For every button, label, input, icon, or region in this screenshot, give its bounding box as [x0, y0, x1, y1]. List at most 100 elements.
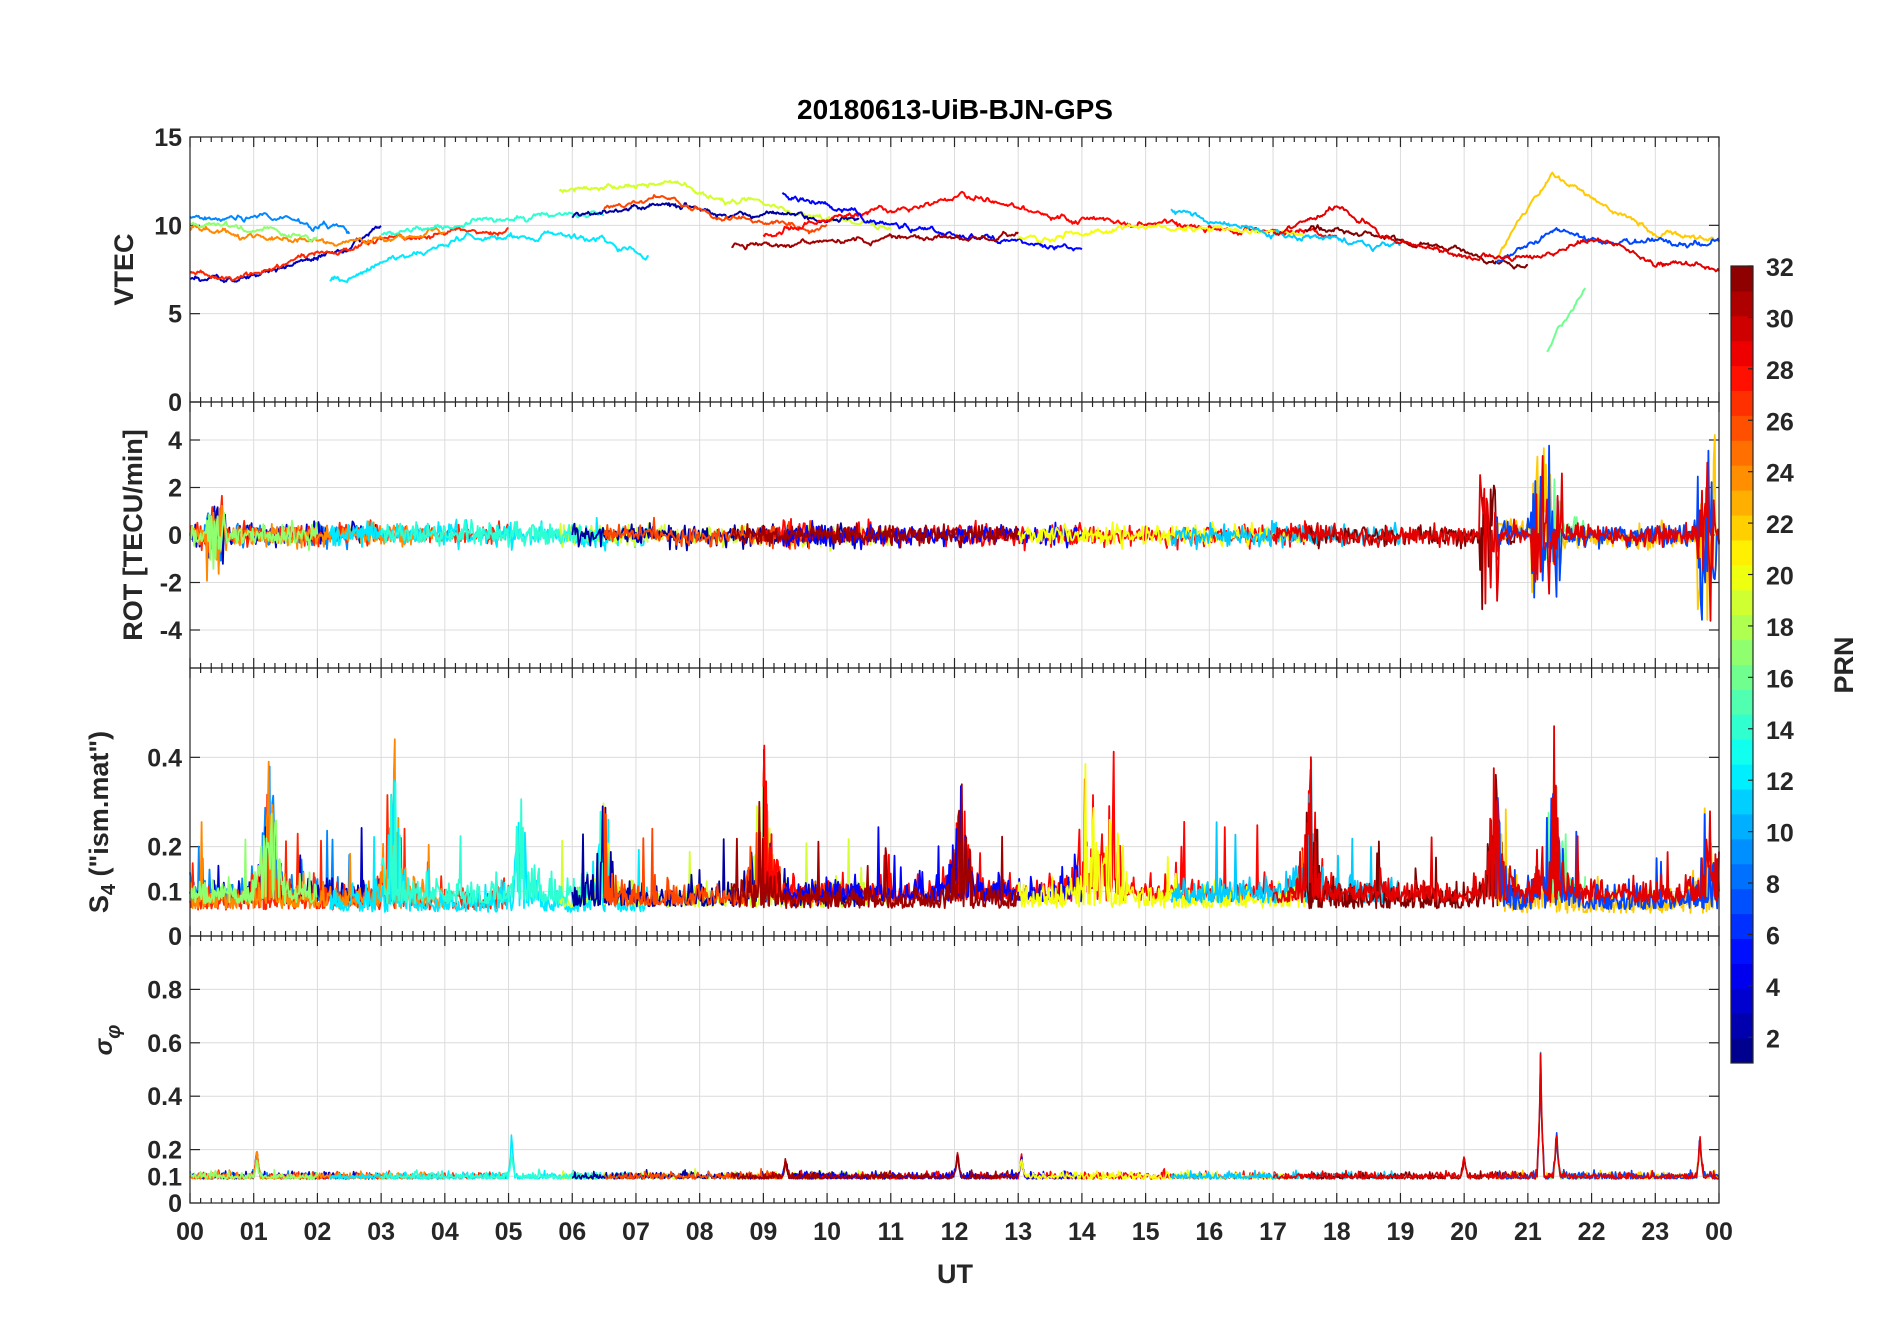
x-tick-label: 00	[176, 1218, 204, 1246]
x-tick-label: 09	[749, 1218, 777, 1246]
series-line-prn-27	[189, 226, 509, 282]
y-tick-label: 4	[168, 427, 182, 455]
series-line-prn-9	[189, 212, 351, 235]
s4-label-part: ("ism.mat")	[84, 731, 114, 884]
colorbar-band	[1731, 739, 1753, 765]
series-line-prn-22	[1495, 171, 1720, 260]
colorbar-band	[1731, 988, 1753, 1014]
colorbar-band	[1731, 340, 1753, 367]
colorbar-band	[1731, 764, 1753, 790]
colorbar-band	[1731, 465, 1753, 491]
colorbar-tick-label: 28	[1766, 357, 1794, 385]
colorbar-band	[1731, 589, 1753, 616]
x-tick-label: 16	[1195, 1218, 1223, 1246]
colorbar-tick-label: 20	[1766, 563, 1794, 591]
series-line-prn-28	[762, 190, 1338, 239]
series-line-prn-14	[380, 781, 605, 905]
colorbar-band	[1731, 689, 1753, 715]
series-group	[189, 171, 1720, 353]
series-line-prn-7	[1495, 1052, 1720, 1180]
x-tick-label: 00	[1705, 1218, 1733, 1246]
y-tick-label: 10	[154, 212, 182, 240]
panel-rot: -4 -2 0 2 4	[160, 401, 1720, 669]
colorbar-band	[1731, 813, 1753, 840]
series-line-prn-26	[603, 194, 828, 235]
series-line-prn-32	[1304, 224, 1529, 270]
y-tick-label: 0	[168, 923, 182, 951]
colorbar-tick-label: 18	[1766, 614, 1794, 642]
colorbar-band	[1731, 539, 1753, 566]
colorbar-band	[1731, 390, 1753, 416]
series-group	[189, 1051, 1720, 1180]
y-tick-label: 0.1	[147, 878, 182, 906]
colorbar-tick-label: 8	[1766, 871, 1780, 899]
series-line-prn-31	[731, 230, 1019, 251]
colorbar-band	[1731, 440, 1753, 466]
colorbar-band	[1731, 838, 1753, 865]
series-line-prn-24	[189, 224, 446, 247]
colorbar-band	[1731, 315, 1753, 342]
series-line-prn-29	[1272, 454, 1720, 622]
s4-label-part: S	[84, 895, 114, 913]
colorbar-band	[1731, 938, 1753, 964]
colorbar-band	[1731, 789, 1753, 815]
y-tick-label: 15	[154, 124, 182, 152]
panel-s4: 0 0.1 0.2 0.4	[147, 667, 1720, 951]
series-line-prn-32	[1304, 773, 1529, 910]
panel-sigma: 00.10.2 0.4 0.6 0.8	[147, 935, 1720, 1218]
series-line-prn-11	[1170, 208, 1401, 252]
y-tick-label: 0	[168, 522, 182, 550]
chart-title: 20180613-UiB-BJN-GPS	[797, 94, 1113, 125]
series-line-prn-29	[1273, 1053, 1720, 1180]
panel-vtec: 0 5 10 15	[154, 124, 1720, 417]
series-line-prn-5	[781, 191, 1083, 252]
sigma-symbol: σ	[90, 1037, 118, 1055]
x-tick-label: 21	[1514, 1218, 1542, 1246]
colorbar-tick-label: 12	[1766, 768, 1794, 796]
series-line-prn-26	[603, 516, 828, 550]
y-tick-label: 5	[168, 301, 182, 329]
y-tick-label: 0.4	[147, 1083, 182, 1111]
y-tick-label: 0.2	[147, 834, 182, 862]
colorbar-band	[1731, 290, 1753, 317]
series-line-prn-29	[1272, 205, 1720, 273]
x-tick-label: 13	[1004, 1218, 1032, 1246]
series-line-prn-31	[730, 1153, 1019, 1180]
series-line-prn-31	[730, 783, 1020, 909]
y-tick-label: 0.1	[147, 1163, 182, 1191]
colorbar-band	[1731, 515, 1753, 541]
x-tick-label: 08	[686, 1218, 714, 1246]
y-tick-label: 0.8	[147, 976, 182, 1004]
colorbar-band	[1731, 888, 1753, 915]
series-line-prn-16	[1546, 287, 1587, 353]
x-tick-label: 07	[622, 1218, 650, 1246]
colorbar-tick-label: 14	[1766, 717, 1794, 745]
phi-subscript: φ	[103, 1025, 125, 1039]
colorbar-tick-label: 10	[1766, 820, 1794, 848]
colorbar-band	[1731, 963, 1753, 989]
y-tick-label: 0.4	[147, 744, 182, 772]
colorbar-band	[1731, 415, 1753, 441]
colorbar-band	[1731, 266, 1753, 292]
series-line-prn-2	[571, 202, 860, 224]
series-line-prn-7	[1495, 227, 1720, 264]
x-tick-label: 11	[878, 1218, 905, 1246]
colorbar-tick-label: 26	[1766, 408, 1794, 436]
colorbar-band	[1731, 564, 1753, 591]
colorbar-band	[1731, 664, 1753, 690]
series-line-prn-17	[189, 812, 318, 905]
colorbar-band	[1731, 913, 1753, 939]
series-line-prn-17	[189, 511, 319, 570]
x-tick-label: 20	[1450, 1218, 1478, 1246]
series-line-prn-20	[1017, 223, 1306, 244]
series-line-prn-11	[1170, 759, 1402, 904]
series-line-prn-20	[1017, 763, 1306, 909]
series-group	[189, 434, 1720, 622]
series-line-prn-14	[380, 1155, 605, 1180]
series-line-prn-14	[380, 210, 605, 236]
series-line-prn-29	[1272, 725, 1720, 904]
x-tick-label: 17	[1259, 1218, 1287, 1246]
y-tick-label: 0	[168, 1190, 182, 1218]
series-line-prn-12	[329, 230, 649, 284]
